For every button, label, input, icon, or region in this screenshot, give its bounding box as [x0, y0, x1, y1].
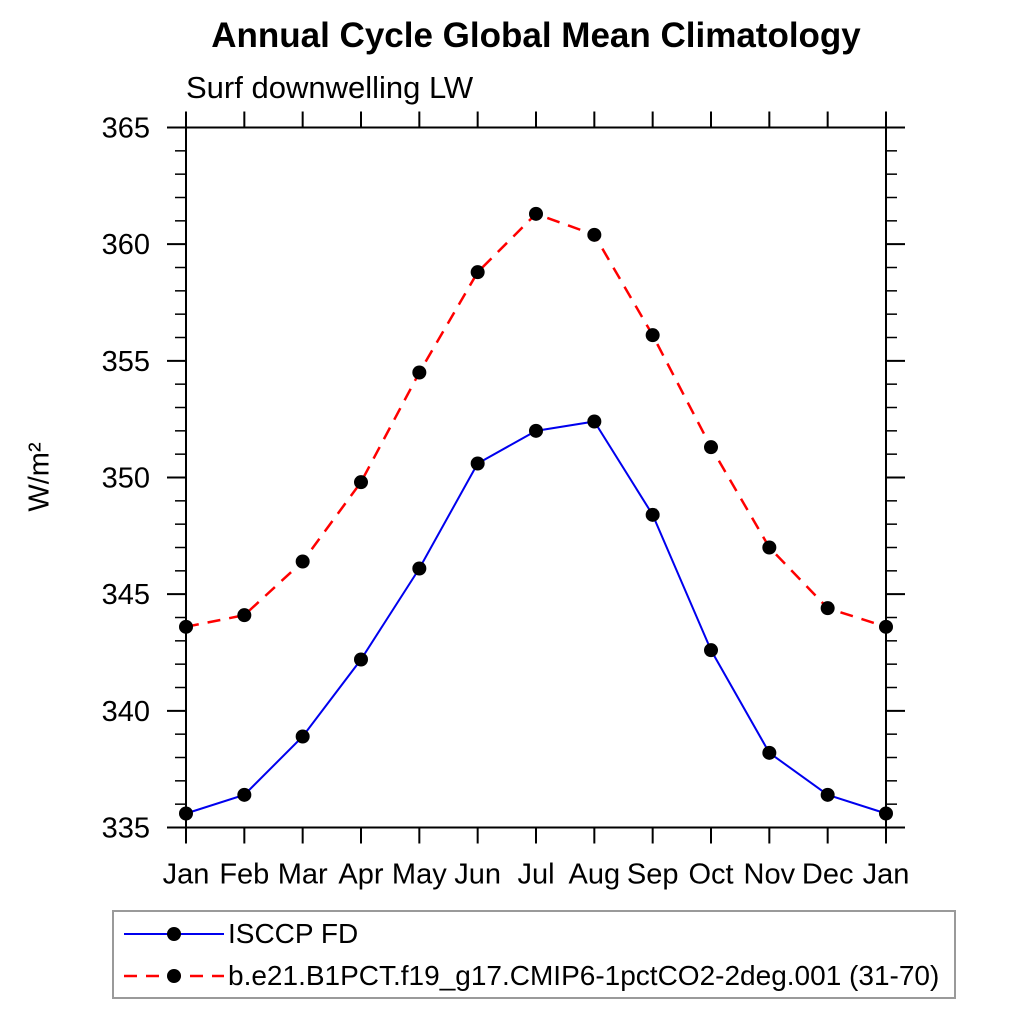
legend-label: ISCCP FD — [228, 917, 359, 949]
data-point-marker — [820, 787, 835, 802]
data-point-marker — [179, 806, 193, 821]
x-tick-label: Feb — [219, 859, 269, 891]
x-tick-label: Sep — [627, 859, 679, 891]
data-point-marker — [704, 440, 718, 455]
series-line-model — [185, 212, 887, 629]
legend-line-sample — [124, 968, 224, 983]
x-tick-label: Jan — [163, 859, 210, 891]
legend-label: b.e21.B1PCT.f19_g17.CMIP6-1pctCO2-2deg.0… — [228, 959, 940, 991]
data-point-marker — [645, 507, 660, 522]
y-tick-label: 355 — [102, 346, 150, 378]
x-tick-label: Oct — [688, 859, 733, 891]
data-point-marker — [587, 414, 602, 429]
x-tick-label: May — [392, 859, 447, 891]
x-tick-label: Jan — [863, 859, 910, 891]
data-point-marker — [179, 619, 193, 634]
legend-sample-marker — [167, 926, 181, 941]
legend-sample-marker — [167, 968, 181, 983]
data-point-marker — [762, 540, 777, 555]
chart-subtitle: Surf downwelling LW — [186, 70, 474, 105]
y-tick-label: 365 — [102, 113, 150, 145]
legend-line-sample — [124, 926, 224, 941]
data-point-marker — [295, 729, 310, 744]
x-tick-label: Dec — [802, 859, 854, 891]
legend-item-isccp: ISCCP FD — [120, 915, 954, 953]
x-tick-label: Aug — [569, 859, 621, 891]
x-tick-label: Nov — [744, 859, 796, 891]
data-point-marker — [529, 423, 543, 438]
data-point-marker — [879, 806, 893, 821]
data-point-marker — [412, 365, 427, 380]
data-point-marker — [587, 227, 602, 242]
data-point-marker — [470, 265, 485, 280]
data-point-marker — [529, 206, 543, 221]
legend-item-model: b.e21.B1PCT.f19_g17.CMIP6-1pctCO2-2deg.0… — [120, 957, 954, 995]
y-tick-label: 345 — [102, 579, 150, 611]
y-tick-label: 350 — [102, 463, 150, 495]
data-point-marker — [354, 652, 368, 667]
data-point-marker — [412, 561, 427, 576]
data-point-marker — [762, 745, 777, 760]
x-tick-label: Jul — [517, 859, 554, 891]
data-point-marker — [879, 619, 893, 634]
data-point-marker — [237, 608, 252, 623]
data-point-marker — [704, 643, 718, 658]
plot-area: 335 340 345 350 355 360 365 Jan Feb Mar Apr May Jun J… — [102, 111, 910, 891]
x-tick-label: Jun — [454, 859, 501, 891]
data-point-marker — [645, 328, 660, 343]
data-point-marker — [295, 554, 310, 569]
legend-box: ISCCP FD b.e21.B1PCT.f19_g17.CMIP6-1pctCO… — [112, 910, 956, 999]
x-tick-label: Apr — [338, 859, 383, 891]
data-point-marker — [354, 475, 368, 490]
data-point-marker — [820, 601, 835, 616]
y-tick-label: 360 — [102, 229, 150, 261]
y-tick-label: 335 — [102, 813, 150, 845]
y-tick-label: 340 — [102, 696, 150, 728]
series-line-isccp — [185, 420, 887, 815]
data-point-marker — [470, 456, 485, 471]
data-point-marker — [237, 787, 252, 802]
chart-title: Annual Cycle Global Mean Climatology — [211, 16, 861, 55]
x-tick-label: Mar — [278, 859, 328, 891]
